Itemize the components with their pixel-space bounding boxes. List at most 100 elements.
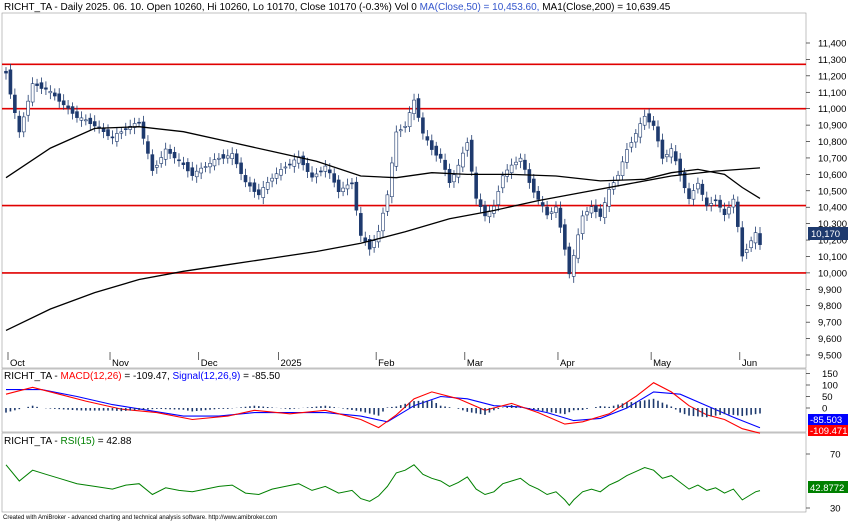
rsi-panel-frame[interactable] (1, 432, 807, 513)
candle-body (248, 182, 252, 187)
symbol: RICHT_TA (4, 2, 52, 13)
candle-body (505, 169, 509, 177)
y-tick-label: 11,300 (818, 55, 846, 66)
candle-body (163, 148, 168, 160)
candle-body (642, 115, 647, 126)
candle-body (629, 142, 634, 148)
x-tick-label: Feb (378, 358, 394, 369)
candle-body (438, 153, 443, 159)
candle-body (727, 207, 731, 215)
ma50-legend: MA(Close,50) = 10,453.60, (420, 2, 543, 13)
macd-panel-frame[interactable] (1, 368, 807, 433)
candle-body (234, 153, 239, 165)
signal-value-marker (808, 414, 848, 425)
candle-body (385, 194, 390, 212)
rsi-tick-label: 70 (830, 450, 841, 461)
candle-body (678, 158, 682, 176)
candle-body (523, 159, 527, 170)
candle-body (673, 151, 678, 162)
candle-body (4, 70, 8, 74)
candle-body (691, 190, 696, 200)
candle-body (70, 106, 75, 114)
candle-body (221, 154, 226, 159)
candle-body (146, 141, 150, 154)
candle-body (128, 125, 132, 130)
signal-value-box: -85.503 (810, 415, 842, 426)
x-tick-label: 2025 (281, 358, 302, 369)
candle-body (110, 136, 115, 139)
candle-body (421, 117, 425, 134)
candle-body (75, 111, 79, 118)
moving-averages (5, 126, 761, 331)
rsi-axis: 70 30 (806, 450, 841, 515)
y-tick-label: 10,800 (818, 137, 847, 148)
candle-body (17, 115, 22, 133)
candle-body (30, 83, 35, 103)
candle-body (155, 164, 159, 168)
candle-body (132, 123, 137, 128)
candle-body (496, 191, 501, 205)
candle-body (665, 154, 669, 158)
candle-body (13, 94, 17, 113)
candle-body (589, 206, 594, 214)
candle-body (518, 157, 523, 162)
candle-body (704, 197, 709, 207)
candle-body (181, 162, 186, 165)
candle-body (474, 172, 478, 199)
candle-body (753, 232, 758, 244)
y-tick-label: 11,200 (818, 71, 846, 82)
candle-body (341, 187, 345, 192)
candle-body (88, 117, 93, 125)
candle-body (602, 202, 607, 218)
candle-body (412, 99, 416, 114)
macd-line (5, 382, 761, 434)
candle-body (571, 255, 576, 277)
candle-body (372, 240, 376, 248)
x-tick-label: Dec (201, 358, 218, 369)
candle-body (403, 126, 407, 128)
rsi-header: RICHT_TA - RSI(15) = 42.88 (4, 436, 132, 447)
candle-body (92, 121, 97, 127)
candle-body (576, 234, 580, 259)
candle-body (292, 159, 297, 167)
macd-legend: MACD(12,26) (61, 371, 122, 382)
candle-body (585, 211, 589, 216)
candle-body (52, 92, 57, 97)
candle-body (283, 166, 288, 169)
macd-symbol: RICHT_TA (4, 371, 52, 382)
candle-body (607, 189, 612, 207)
y-tick-label: 10,200 (818, 236, 847, 247)
candle-body (172, 151, 177, 159)
candle-body (536, 190, 541, 200)
candle-body (323, 165, 328, 172)
candle-body (310, 172, 314, 178)
candle-body (141, 121, 146, 139)
y-tick-label: 11,400 (818, 39, 846, 50)
candle-body (509, 164, 514, 174)
candle-body (740, 227, 745, 257)
candle-body (744, 249, 749, 253)
candle-body (580, 215, 585, 234)
candle-body (563, 224, 567, 250)
candle-body (758, 233, 762, 245)
candle-body (461, 152, 465, 168)
candle-body (465, 142, 470, 151)
candle-body (39, 82, 44, 89)
candle-body (709, 203, 714, 206)
candle-body (217, 157, 221, 160)
candle-body (598, 208, 603, 217)
candle-body (177, 159, 181, 162)
candle-body (115, 133, 119, 142)
y-tick-label: 9,900 (818, 285, 842, 296)
rsi-sep: - (52, 436, 61, 447)
candle-body (301, 155, 305, 166)
candle-body (620, 161, 625, 177)
candle-body (500, 175, 505, 189)
candle-body (718, 199, 722, 208)
candlesticks (4, 63, 762, 283)
candle-body (367, 239, 372, 250)
candle-body (359, 213, 363, 236)
macd-value: = -109.47, (122, 371, 173, 382)
